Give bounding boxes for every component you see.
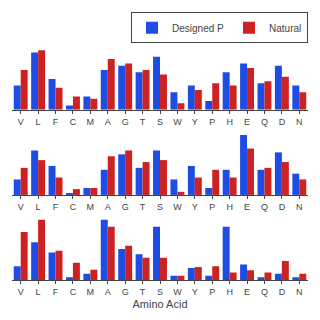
svg-text:C: C [70, 202, 77, 212]
svg-text:S: S [157, 202, 163, 212]
svg-text:Natural: Natural [269, 23, 301, 34]
svg-text:A: A [105, 202, 111, 212]
svg-text:F: F [53, 202, 59, 212]
svg-text:D: D [279, 117, 286, 127]
svg-text:A: A [105, 117, 111, 127]
svg-text:T: T [140, 287, 146, 297]
svg-text:D: D [279, 202, 286, 212]
svg-text:E: E [244, 117, 250, 127]
svg-text:S: S [157, 117, 163, 127]
svg-text:Y: Y [192, 117, 198, 127]
svg-text:H: H [226, 287, 233, 297]
svg-text:V: V [18, 287, 24, 297]
svg-text:Q: Q [261, 117, 268, 127]
svg-text:M: M [87, 117, 95, 127]
svg-text:Designed P: Designed P [172, 23, 224, 34]
svg-text:F: F [53, 287, 59, 297]
svg-text:P: P [209, 202, 215, 212]
svg-text:Q: Q [261, 202, 268, 212]
svg-text:N: N [296, 287, 303, 297]
svg-text:N: N [296, 117, 303, 127]
svg-text:N: N [296, 202, 303, 212]
svg-text:H: H [226, 117, 233, 127]
svg-text:Q: Q [261, 287, 268, 297]
svg-text:E: E [244, 202, 250, 212]
svg-text:V: V [18, 117, 24, 127]
svg-text:W: W [173, 202, 182, 212]
svg-text:L: L [36, 202, 41, 212]
svg-text:A: A [105, 287, 111, 297]
svg-text:P: P [209, 117, 215, 127]
svg-text:P: P [209, 287, 215, 297]
svg-text:L: L [36, 287, 41, 297]
svg-text:M: M [87, 202, 95, 212]
svg-text:W: W [173, 287, 182, 297]
svg-text:Amino Acid: Amino Acid [132, 298, 187, 310]
svg-text:D: D [279, 287, 286, 297]
svg-text:F: F [53, 117, 59, 127]
svg-text:M: M [87, 287, 95, 297]
svg-text:S: S [157, 287, 163, 297]
svg-text:G: G [122, 117, 129, 127]
svg-text:L: L [36, 117, 41, 127]
svg-text:V: V [18, 202, 24, 212]
svg-text:T: T [140, 202, 146, 212]
svg-text:C: C [70, 117, 77, 127]
svg-text:H: H [226, 202, 233, 212]
svg-text:Y: Y [192, 202, 198, 212]
svg-text:T: T [140, 117, 146, 127]
svg-text:C: C [70, 287, 77, 297]
svg-text:Y: Y [192, 287, 198, 297]
svg-text:W: W [173, 117, 182, 127]
svg-text:G: G [122, 202, 129, 212]
svg-text:E: E [244, 287, 250, 297]
svg-text:G: G [122, 287, 129, 297]
